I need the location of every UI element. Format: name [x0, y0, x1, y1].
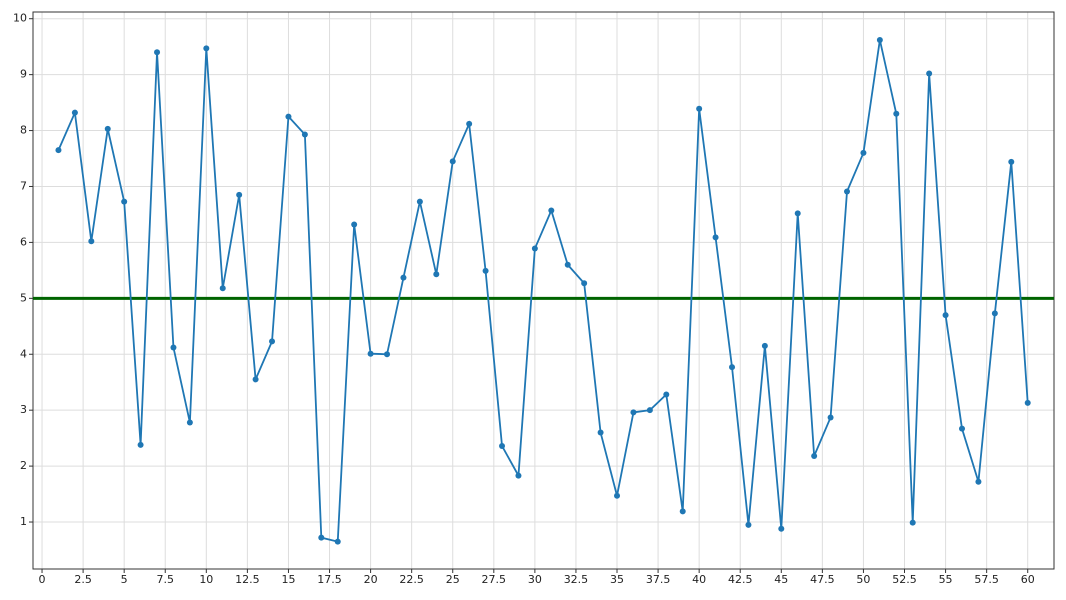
data-point — [351, 221, 358, 228]
data-point — [679, 508, 686, 515]
data-point — [926, 70, 933, 77]
y-tick-label: 6 — [20, 235, 27, 248]
x-tick-label: 20 — [364, 573, 378, 586]
x-tick-label: 40 — [692, 573, 706, 586]
y-tick-label: 4 — [20, 347, 27, 360]
y-tick-label: 1 — [20, 515, 27, 528]
data-point — [71, 109, 78, 116]
data-point — [729, 364, 736, 371]
y-tick-label: 8 — [20, 124, 27, 137]
data-point — [384, 351, 391, 358]
data-point — [696, 105, 703, 112]
data-point — [531, 245, 538, 252]
x-tick-label: 45 — [774, 573, 788, 586]
x-tick-label: 2.5 — [74, 573, 92, 586]
data-point — [630, 409, 637, 416]
data-point — [959, 425, 966, 432]
data-point — [548, 207, 555, 214]
x-tick-label: 57.5 — [974, 573, 999, 586]
data-point — [104, 125, 111, 132]
data-point — [745, 521, 752, 528]
data-point — [975, 478, 982, 485]
data-point — [482, 267, 489, 274]
data-point — [794, 210, 801, 217]
x-tick-label: 17.5 — [317, 573, 342, 586]
data-point — [416, 198, 423, 205]
y-tick-label: 9 — [20, 68, 27, 81]
x-tick-label: 0 — [39, 573, 46, 586]
data-point — [515, 472, 522, 479]
data-point — [991, 310, 998, 317]
data-point — [449, 158, 456, 165]
data-point — [301, 131, 308, 138]
data-point — [88, 238, 95, 245]
data-point — [663, 391, 670, 398]
x-tick-label: 42.5 — [728, 573, 753, 586]
data-point — [219, 285, 226, 292]
data-point — [712, 234, 719, 241]
data-point — [433, 271, 440, 278]
x-tick-label: 50 — [856, 573, 870, 586]
data-point — [334, 538, 341, 545]
x-tick-label: 37.5 — [646, 573, 671, 586]
y-tick-label: 5 — [20, 291, 27, 304]
data-point — [597, 429, 604, 436]
y-tick-label: 10 — [13, 12, 27, 25]
data-point — [170, 344, 177, 351]
data-point — [909, 519, 916, 526]
data-point — [400, 274, 407, 281]
x-tick-label: 7.5 — [156, 573, 174, 586]
data-point — [778, 525, 785, 532]
data-point — [285, 113, 292, 120]
x-tick-label: 47.5 — [810, 573, 835, 586]
data-point — [318, 534, 325, 541]
x-tick-label: 55 — [939, 573, 953, 586]
data-point — [876, 36, 883, 43]
x-tick-label: 30 — [528, 573, 542, 586]
data-point — [860, 149, 867, 156]
y-tick-label: 2 — [20, 459, 27, 472]
x-tick-label: 5 — [121, 573, 128, 586]
x-tick-label: 25 — [446, 573, 460, 586]
data-point — [121, 198, 128, 205]
x-tick-label: 10 — [199, 573, 213, 586]
x-tick-label: 35 — [610, 573, 624, 586]
y-tick-label: 7 — [20, 179, 27, 192]
data-point — [466, 120, 473, 127]
data-point — [893, 110, 900, 117]
x-tick-label: 22.5 — [399, 573, 424, 586]
x-tick-label: 15 — [281, 573, 295, 586]
data-point — [614, 492, 621, 499]
y-tick-label: 3 — [20, 403, 27, 416]
data-point — [55, 147, 62, 154]
data-point — [761, 342, 768, 349]
data-point — [646, 407, 653, 414]
data-point — [236, 191, 243, 198]
data-point — [137, 441, 144, 448]
x-tick-label: 60 — [1021, 573, 1035, 586]
data-point — [203, 45, 210, 52]
data-point — [811, 453, 818, 460]
data-point — [844, 188, 851, 195]
data-point — [367, 350, 374, 357]
data-point — [186, 419, 193, 426]
x-tick-label: 12.5 — [235, 573, 260, 586]
x-tick-label: 52.5 — [892, 573, 917, 586]
plot-frame — [32, 11, 1055, 570]
data-point — [1008, 158, 1015, 165]
x-tick-label: 27.5 — [482, 573, 507, 586]
data-point — [1024, 399, 1031, 406]
data-point — [942, 312, 949, 319]
data-line — [57, 39, 1029, 543]
data-point — [269, 338, 276, 345]
data-point — [564, 261, 571, 268]
data-point — [252, 376, 259, 383]
data-point — [581, 280, 588, 287]
data-point — [499, 442, 506, 449]
x-tick-label: 32.5 — [564, 573, 589, 586]
data-point — [827, 414, 834, 421]
data-point — [154, 49, 161, 56]
